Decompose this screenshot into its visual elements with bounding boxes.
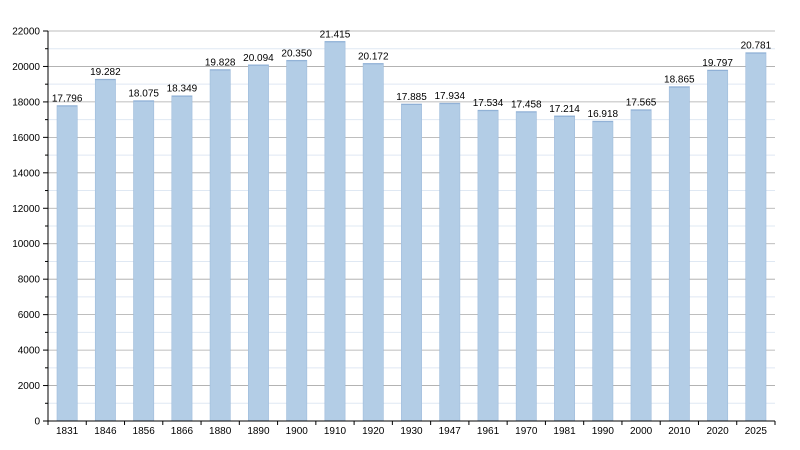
data-label-1856: 18.075 bbox=[128, 89, 159, 100]
data-label-1831: 17.796 bbox=[52, 94, 83, 105]
bar-1981 bbox=[554, 115, 575, 422]
data-label-1880: 19.828 bbox=[205, 58, 236, 69]
bar-1930 bbox=[401, 103, 422, 422]
y-tick-label-0: 0 bbox=[34, 417, 40, 428]
y-tick-label-4000: 4000 bbox=[18, 346, 41, 357]
y-tick-label-10000: 10000 bbox=[12, 239, 40, 250]
x-tick-label-2010: 2010 bbox=[668, 426, 691, 437]
y-tick-label-2000: 2000 bbox=[18, 381, 41, 392]
data-label-1910: 21.415 bbox=[320, 29, 351, 40]
x-tick-label-1890: 1890 bbox=[247, 426, 270, 437]
y-tick-label-8000: 8000 bbox=[18, 275, 41, 286]
data-label-1920: 20.172 bbox=[358, 51, 389, 62]
bar-1970 bbox=[515, 111, 537, 422]
data-label-1970: 17.458 bbox=[511, 100, 542, 111]
data-label-1846: 19.282 bbox=[90, 67, 121, 78]
x-tick-label-1856: 1856 bbox=[133, 426, 156, 437]
bar-1947 bbox=[439, 102, 461, 422]
data-label-1930: 17.885 bbox=[396, 92, 427, 103]
x-tick-label-2025: 2025 bbox=[745, 426, 768, 437]
bar-1920 bbox=[362, 63, 384, 422]
bar-1990 bbox=[592, 120, 614, 422]
data-label-1866: 18.349 bbox=[167, 84, 198, 95]
data-label-2025: 20.781 bbox=[741, 41, 772, 52]
x-tick-label-1846: 1846 bbox=[94, 426, 117, 437]
data-label-2000: 17.565 bbox=[626, 98, 657, 109]
x-tick-label-1910: 1910 bbox=[324, 426, 347, 437]
bar-1866 bbox=[171, 95, 193, 422]
bar-2000 bbox=[630, 109, 652, 422]
y-tick-label-22000: 22000 bbox=[12, 27, 40, 38]
axes-group bbox=[43, 30, 776, 425]
bar-2010 bbox=[668, 86, 690, 422]
bars-group bbox=[56, 41, 767, 422]
bar-2025 bbox=[745, 52, 767, 422]
bar-1846 bbox=[94, 78, 116, 422]
y-tick-labels: 0 2000 4000 6000 8000 10000 12000 14000 16000 180… bbox=[12, 27, 40, 428]
data-labels: 17.796 19.282 18.075 18.349 19.828 20.094 20.3… bbox=[52, 29, 772, 120]
bar-1961 bbox=[477, 109, 499, 422]
x-tick-label-1990: 1990 bbox=[592, 426, 615, 437]
x-tick-label-1947: 1947 bbox=[439, 426, 462, 437]
data-label-2020: 19.797 bbox=[702, 58, 733, 69]
data-label-1990: 16.918 bbox=[588, 109, 619, 120]
y-tick-label-6000: 6000 bbox=[18, 310, 41, 321]
x-tick-label-1831: 1831 bbox=[56, 426, 79, 437]
bar-1900 bbox=[286, 59, 308, 422]
data-label-1947: 17.934 bbox=[434, 91, 465, 102]
bar-1910 bbox=[324, 41, 346, 422]
x-tick-label-1866: 1866 bbox=[171, 426, 194, 437]
y-tick-label-20000: 20000 bbox=[12, 62, 40, 73]
bar-1890 bbox=[248, 64, 269, 422]
bar-1831 bbox=[56, 105, 78, 422]
data-label-1900: 20.350 bbox=[281, 48, 312, 59]
data-label-1961: 17.534 bbox=[473, 98, 504, 109]
x-tick-label-1900: 1900 bbox=[286, 426, 309, 437]
x-tick-label-1981: 1981 bbox=[553, 426, 576, 437]
x-tick-labels: 1831 1846 1856 1866 1880 1890 1900 1910 1920 1930… bbox=[56, 426, 767, 437]
y-tick-label-14000: 14000 bbox=[12, 168, 40, 179]
x-tick-label-1930: 1930 bbox=[400, 426, 423, 437]
y-tick-label-16000: 16000 bbox=[12, 133, 40, 144]
bar-1856 bbox=[133, 100, 155, 422]
x-tick-label-1920: 1920 bbox=[362, 426, 385, 437]
x-tick-label-2020: 2020 bbox=[706, 426, 729, 437]
data-label-1981: 17.214 bbox=[549, 104, 580, 115]
x-tick-label-1880: 1880 bbox=[209, 426, 232, 437]
bar-2020 bbox=[707, 69, 729, 422]
y-tick-label-12000: 12000 bbox=[12, 204, 40, 215]
x-tick-label-1970: 1970 bbox=[515, 426, 538, 437]
x-tick-label-1961: 1961 bbox=[477, 426, 500, 437]
y-tick-label-18000: 18000 bbox=[12, 97, 40, 108]
bar-1880 bbox=[209, 69, 231, 422]
x-tick-label-2000: 2000 bbox=[630, 426, 653, 437]
data-label-1890: 20.094 bbox=[243, 53, 274, 64]
data-label-2010: 18.865 bbox=[664, 75, 695, 86]
